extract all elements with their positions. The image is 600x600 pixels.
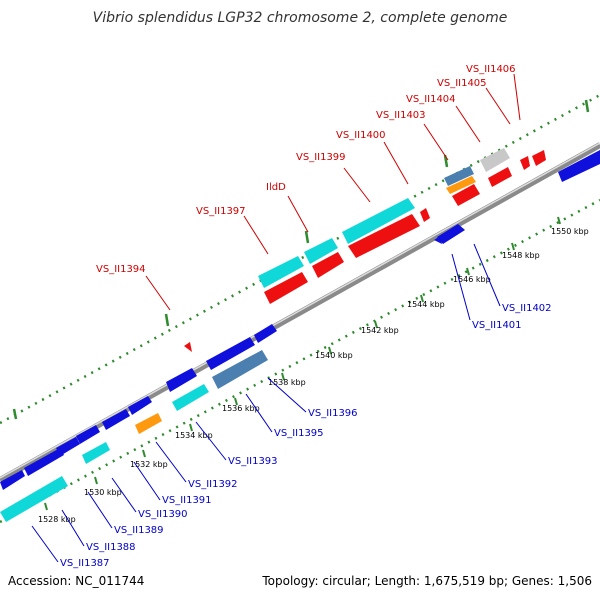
gene-arrow[interactable] [520, 156, 530, 170]
gene-arrow[interactable] [264, 272, 308, 304]
gene-label: VS_II1406 [466, 64, 516, 75]
gene-arrow[interactable] [82, 442, 110, 464]
gene-arrow[interactable] [254, 324, 277, 343]
gene-arrow[interactable] [348, 214, 420, 258]
gene-label: VS_II1400 [336, 130, 386, 141]
gene-label: VS_II1391 [162, 495, 212, 506]
gene-arrow[interactable] [135, 413, 162, 434]
gene-arrow[interactable] [258, 256, 304, 288]
gene-arrow[interactable] [312, 252, 344, 278]
reverse-strand-genes [184, 148, 546, 352]
gene-arrow[interactable] [488, 167, 512, 187]
gene-arrow[interactable] [172, 384, 209, 411]
scale-label: 1542 kbp [361, 326, 399, 335]
gene-label: VS_II1394 [96, 264, 146, 275]
gene-arrow[interactable] [206, 337, 255, 370]
scale-label: 1550 kbp [551, 227, 589, 236]
gene-label: VS_II1405 [437, 78, 487, 89]
gene-arrow[interactable] [446, 176, 476, 194]
gene-arrow[interactable] [0, 476, 68, 522]
gene-label: VS_II1402 [502, 303, 552, 314]
gene-label: VS_II1388 [86, 542, 136, 553]
gene-arrow[interactable] [184, 342, 192, 352]
scale-label: 1534 kbp [175, 431, 213, 440]
gene-label: VS_II1395 [274, 428, 324, 439]
forward-strand-genes [0, 150, 600, 490]
gene-label: VS_II1404 [406, 94, 456, 105]
gene-arrow[interactable] [452, 184, 480, 206]
map-title: Vibrio splendidus LGP32 chromosome 2, co… [92, 10, 508, 26]
gene-arrow[interactable] [558, 150, 600, 182]
gene-arrow[interactable] [480, 148, 510, 172]
gene-label: VS_II1397 [196, 206, 246, 217]
gene-label: VS_II1401 [472, 320, 522, 331]
gene-arrow[interactable] [0, 470, 25, 490]
gene-arrow[interactable] [56, 437, 80, 456]
scale-label: 1544 kbp [407, 300, 445, 309]
gene-label: VS_II1390 [138, 509, 188, 520]
gene-arrow[interactable] [342, 198, 415, 244]
gene-label: VS_II1387 [60, 558, 110, 569]
gene-label: VS_II1396 [308, 408, 358, 419]
forward-row-2-genes [0, 350, 268, 522]
gene-arrow[interactable] [128, 396, 152, 415]
scale-labels: 1528 kbp 1530 kbp 1532 kbp 1534 kbp 1536… [38, 227, 589, 524]
leader-lines-bottom [31, 243, 501, 563]
gene-label: IldD [266, 182, 286, 193]
gene-labels-top: VS_II1394 VS_II1397 IldD VS_II1399 VS_II… [96, 64, 516, 275]
gene-arrow[interactable] [532, 150, 546, 166]
scale-label: 1530 kbp [84, 488, 122, 497]
gene-label: VS_II1389 [114, 525, 164, 536]
scale-label: 1532 kbp [130, 460, 168, 469]
scale-label: 1536 kbp [222, 404, 260, 413]
gene-arrow[interactable] [24, 448, 64, 476]
gene-arrow[interactable] [166, 368, 197, 392]
gene-arrow[interactable] [212, 350, 268, 389]
gene-label: VS_II1399 [296, 152, 346, 163]
scale-label: 1548 kbp [502, 251, 540, 260]
gene-label: VS_II1393 [228, 456, 278, 467]
leader-lines-top [145, 73, 521, 311]
gene-labels-bottom: VS_II1387 VS_II1388 VS_II1389 VS_II1390 … [60, 303, 552, 569]
chromosome-backbone [0, 142, 600, 483]
gene-arrow[interactable] [434, 236, 442, 244]
major-ticks-top [12, 99, 590, 420]
gene-label: VS_II1403 [376, 110, 426, 121]
gene-arrow[interactable] [304, 238, 338, 264]
dotted-guide-bottom [0, 198, 600, 524]
scale-label: 1538 kbp [268, 378, 306, 387]
accession-label: Accession: NC_011744 [8, 574, 145, 588]
scale-label: 1528 kbp [38, 515, 76, 524]
gene-arrow[interactable] [76, 425, 100, 444]
gene-arrow[interactable] [420, 208, 430, 222]
gene-arrow[interactable] [444, 166, 474, 186]
dotted-guide-top [0, 93, 600, 425]
genome-summary: Topology: circular; Length: 1,675,519 bp… [262, 574, 592, 588]
gene-label: VS_II1392 [188, 479, 238, 490]
major-ticks-bottom [44, 216, 561, 511]
scale-label: 1540 kbp [315, 351, 353, 360]
gene-arrow[interactable] [102, 409, 130, 430]
gene-arrow[interactable] [437, 224, 465, 244]
scale-label: 1546 kbp [453, 275, 491, 284]
